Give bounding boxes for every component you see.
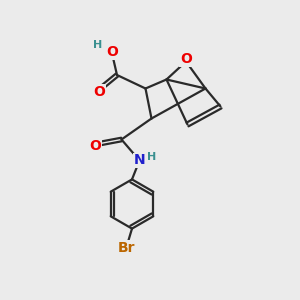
Text: N: N [134, 154, 145, 167]
Text: O: O [106, 46, 119, 59]
Text: H: H [93, 40, 102, 50]
Text: Br: Br [118, 241, 135, 254]
Text: O: O [93, 85, 105, 98]
Text: O: O [180, 52, 192, 66]
Text: O: O [89, 139, 101, 152]
Text: H: H [148, 152, 157, 163]
